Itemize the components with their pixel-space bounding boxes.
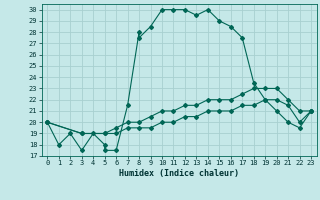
X-axis label: Humidex (Indice chaleur): Humidex (Indice chaleur) bbox=[119, 169, 239, 178]
